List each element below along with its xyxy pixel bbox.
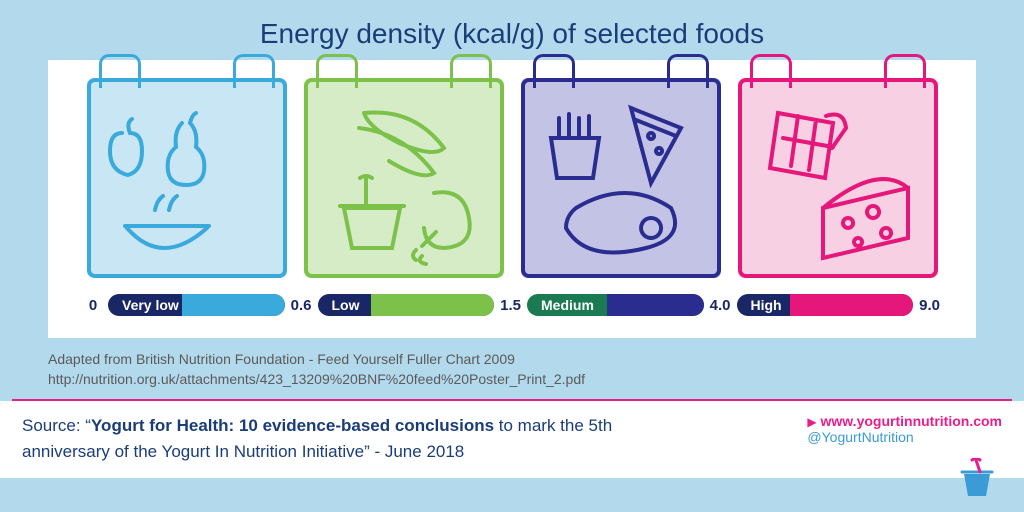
category-low bbox=[295, 78, 512, 278]
scale-num-1: 0.6 bbox=[285, 297, 318, 314]
category-medium bbox=[512, 78, 729, 278]
scale-num-3: 4.0 bbox=[704, 297, 737, 314]
fries-pizza-meat-icon bbox=[521, 78, 721, 278]
infographic-panel: 0 Very low 0.6 Low 1.5 Medium 4.0 High 9… bbox=[48, 60, 976, 338]
scale-row: 0 Very low 0.6 Low 1.5 Medium 4.0 High 9… bbox=[78, 294, 946, 316]
yogurt-cup-icon bbox=[956, 458, 998, 500]
scale-num-0: 0 bbox=[78, 297, 108, 314]
social-links: ▶ www.yogurtinnutrition.com @YogurtNutri… bbox=[807, 413, 1002, 445]
chocolate-cheese-icon bbox=[738, 78, 938, 278]
triangle-icon: ▶ bbox=[807, 415, 816, 429]
fruit-bowl-icon bbox=[87, 78, 287, 278]
website-link[interactable]: www.yogurtinnutrition.com bbox=[821, 413, 1002, 429]
category-high bbox=[729, 78, 946, 278]
pill-very-low: Very low bbox=[108, 294, 285, 316]
category-very-low bbox=[78, 78, 295, 278]
pill-medium: Medium bbox=[527, 294, 704, 316]
footer: Source: “Yogurt for Health: 10 evidence-… bbox=[0, 401, 1024, 478]
page-title: Energy density (kcal/g) of selected food… bbox=[0, 0, 1024, 60]
twitter-handle[interactable]: @YogurtNutrition bbox=[807, 429, 1002, 445]
source-text: Source: “Yogurt for Health: 10 evidence-… bbox=[22, 413, 702, 464]
scale-num-2: 1.5 bbox=[494, 297, 527, 314]
pill-high: High bbox=[737, 294, 914, 316]
scale-num-4: 9.0 bbox=[913, 297, 946, 314]
pill-low: Low bbox=[318, 294, 495, 316]
adapted-text: Adapted from British Nutrition Foundatio… bbox=[48, 350, 976, 389]
banana-yogurt-icon bbox=[304, 78, 504, 278]
bag-row bbox=[78, 78, 946, 278]
